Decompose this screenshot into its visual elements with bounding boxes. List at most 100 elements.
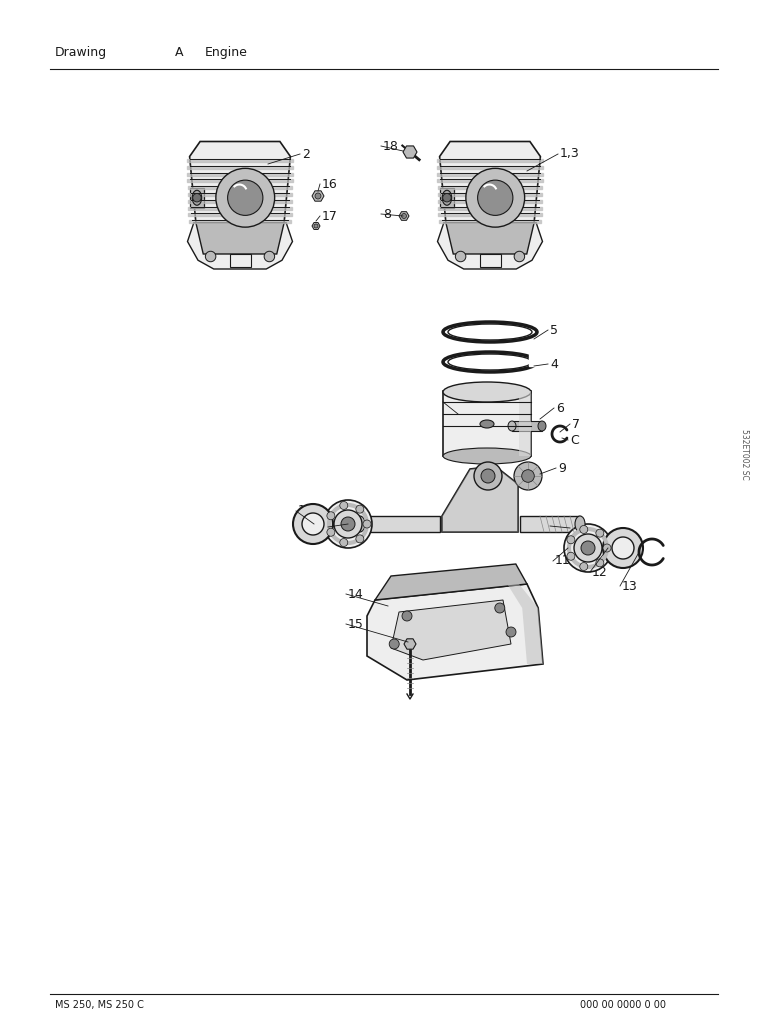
Circle shape	[315, 193, 321, 199]
Polygon shape	[439, 141, 541, 223]
Text: 14: 14	[348, 588, 364, 600]
Circle shape	[581, 541, 595, 555]
Circle shape	[580, 562, 588, 570]
Circle shape	[580, 525, 588, 534]
Ellipse shape	[443, 382, 531, 402]
Text: 11: 11	[330, 520, 346, 534]
Circle shape	[402, 611, 412, 621]
Circle shape	[339, 502, 348, 510]
Text: 000 00 0000 0 00: 000 00 0000 0 00	[580, 1000, 666, 1010]
Polygon shape	[438, 223, 542, 269]
Text: 13: 13	[622, 580, 637, 593]
Text: 8: 8	[383, 208, 391, 220]
Text: 17: 17	[322, 210, 338, 222]
Text: MS 250, MS 250 C: MS 250, MS 250 C	[55, 1000, 144, 1010]
Ellipse shape	[508, 421, 516, 431]
Circle shape	[567, 536, 575, 544]
Circle shape	[455, 251, 466, 262]
Text: 9: 9	[558, 462, 566, 474]
Bar	[512, 421, 542, 431]
Text: 16: 16	[322, 177, 338, 190]
Circle shape	[466, 168, 525, 227]
Ellipse shape	[355, 516, 365, 532]
Polygon shape	[442, 466, 518, 532]
Circle shape	[514, 462, 542, 490]
Text: 532ET002 SC: 532ET002 SC	[740, 429, 750, 479]
Ellipse shape	[480, 420, 494, 428]
Circle shape	[574, 534, 602, 562]
Circle shape	[474, 462, 502, 490]
Text: C: C	[445, 395, 454, 409]
Bar	[529, 354, 539, 366]
Text: A: A	[175, 46, 184, 59]
Circle shape	[339, 539, 348, 547]
Circle shape	[205, 251, 216, 262]
Polygon shape	[360, 516, 440, 532]
Circle shape	[402, 213, 406, 218]
Circle shape	[334, 510, 362, 538]
Circle shape	[356, 535, 364, 543]
Bar	[443, 391, 531, 456]
Polygon shape	[367, 584, 543, 680]
Circle shape	[193, 194, 201, 202]
Circle shape	[356, 505, 364, 513]
Text: 15: 15	[348, 617, 364, 631]
Polygon shape	[446, 223, 534, 254]
Text: 5: 5	[550, 324, 558, 337]
Bar	[230, 254, 250, 266]
Text: 18: 18	[383, 139, 399, 153]
Circle shape	[314, 224, 318, 228]
Polygon shape	[442, 466, 518, 532]
Circle shape	[603, 528, 643, 568]
Bar	[519, 391, 531, 456]
Ellipse shape	[192, 190, 202, 205]
Polygon shape	[391, 600, 511, 660]
Bar	[190, 187, 204, 208]
Polygon shape	[190, 141, 290, 223]
Polygon shape	[506, 580, 543, 664]
Circle shape	[389, 639, 399, 649]
Circle shape	[564, 524, 612, 572]
Polygon shape	[399, 212, 409, 220]
Text: 12: 12	[592, 565, 607, 579]
Text: 7: 7	[572, 418, 580, 430]
Circle shape	[327, 528, 335, 537]
Text: 4: 4	[550, 357, 558, 371]
Ellipse shape	[575, 516, 585, 532]
Ellipse shape	[448, 324, 532, 340]
Circle shape	[567, 552, 575, 560]
Polygon shape	[375, 564, 527, 600]
Circle shape	[596, 529, 604, 538]
Circle shape	[327, 512, 335, 520]
Ellipse shape	[442, 190, 452, 205]
Text: 1,3: 1,3	[560, 147, 580, 161]
Circle shape	[495, 603, 505, 613]
Polygon shape	[520, 516, 580, 532]
Text: 6: 6	[556, 401, 564, 415]
Circle shape	[363, 520, 371, 528]
Circle shape	[506, 627, 516, 637]
Circle shape	[302, 513, 324, 535]
Bar	[439, 187, 455, 208]
Ellipse shape	[538, 421, 546, 431]
Circle shape	[521, 470, 535, 482]
Polygon shape	[312, 190, 324, 201]
Text: Drawing: Drawing	[55, 46, 107, 59]
Polygon shape	[403, 146, 417, 158]
Circle shape	[293, 504, 333, 544]
Circle shape	[514, 251, 525, 262]
Text: 11: 11	[555, 555, 571, 567]
Ellipse shape	[448, 354, 532, 370]
Circle shape	[264, 251, 275, 262]
Circle shape	[478, 180, 513, 215]
Polygon shape	[312, 222, 320, 229]
Circle shape	[481, 469, 495, 483]
Polygon shape	[404, 639, 416, 649]
Text: 10: 10	[572, 521, 588, 535]
Circle shape	[596, 559, 604, 567]
Circle shape	[227, 180, 263, 215]
Polygon shape	[196, 223, 284, 254]
Text: 12: 12	[298, 505, 314, 517]
Polygon shape	[187, 223, 293, 269]
Circle shape	[603, 544, 611, 552]
